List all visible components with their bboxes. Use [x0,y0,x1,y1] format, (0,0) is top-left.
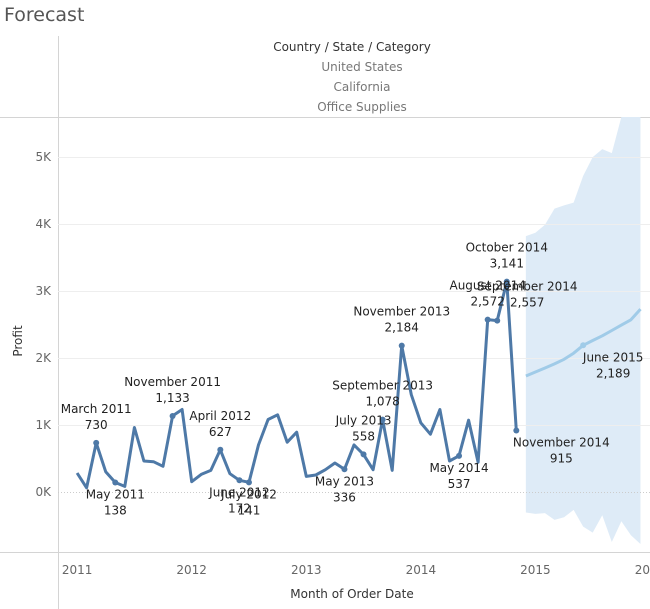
data-point [379,416,386,423]
x-tick-label: 20 [635,563,650,577]
y-tick-label: 0K [35,485,52,499]
data-point [360,451,367,458]
data-point [398,342,405,349]
data-label-value: 2,189 [596,366,630,380]
y-axis-title: Profit [11,325,25,357]
data-point [341,466,348,473]
y-tick-label: 2K [35,351,52,365]
data-point [217,446,224,453]
data-label-value: 141 [238,503,261,517]
forecast-band-layer [525,117,641,544]
data-point [494,317,501,324]
data-label-date: June 2015 [582,350,644,364]
data-label-value: 730 [85,418,108,432]
data-label-value: 2,572 [470,295,504,309]
x-tick-label: 2011 [62,563,93,577]
header-state-value: California [334,80,391,94]
x-tick-label: 2015 [520,563,551,577]
data-label-value: 627 [209,425,232,439]
data-label-value: 336 [333,490,356,504]
x-tick-label: 2012 [176,563,207,577]
header-category-value: Office Supplies [317,100,407,114]
data-label-value: 537 [448,477,471,491]
y-tick-label: 3K [35,284,52,298]
y-tick-label: 1K [35,418,52,432]
x-axis-title: Month of Order Date [290,587,413,601]
data-label-date: August 2014 [449,279,525,293]
data-label-value: 915 [550,452,573,466]
y-axis: 0K 1K 2K 3K 4K 5K [35,150,52,499]
data-label-date: September 2013 [332,379,433,393]
gridline-layer [58,157,650,493]
data-point [580,342,587,349]
data-label-date: October 2014 [466,241,548,255]
data-label-value: 172 [228,501,251,515]
plot-area [58,117,650,544]
data-label-date: May 2014 [429,461,488,475]
y-tick-label: 4K [35,217,52,231]
forecast-prediction-band [525,117,641,544]
data-label-value: 2,184 [385,321,419,335]
data-label-date: May 2011 [86,488,145,502]
data-label-date: March 2011 [61,402,132,416]
header-country-value: United States [321,60,402,74]
data-label-date: November 2014 [513,436,610,450]
data-label-date: November 2011 [124,375,221,389]
chart-frame [0,36,650,609]
chart-title: Forecast [4,4,84,26]
data-label-layer: March 2011 730 May 2011 138 November 2011 1,1… [61,241,644,518]
point-layer [93,278,587,486]
x-axis: 2011 2012 2013 2014 2015 20 [62,563,650,577]
data-point [93,439,100,446]
data-point [236,477,243,484]
data-label-date: November 2013 [353,305,450,319]
data-point [503,278,510,285]
data-point [513,427,520,434]
data-label-value: 138 [104,504,127,518]
data-label-value: 2,557 [510,296,544,310]
data-label-date: June 2012 [208,485,270,499]
data-point [112,479,119,486]
data-label-date: May 2013 [315,474,374,488]
data-label-value: 1,078 [365,395,399,409]
data-label-value: 558 [352,429,375,443]
x-tick-label: 2013 [291,563,322,577]
data-point [245,479,252,486]
data-point [169,412,176,419]
data-label-value: 1,133 [155,391,189,405]
data-label-date: April 2012 [189,409,251,423]
header-field-label: Country / State / Category [273,40,431,54]
column-header: Country / State / Category United States… [273,40,431,114]
data-label-date: September 2014 [477,280,578,294]
data-point [484,316,491,323]
x-tick-label: 2014 [406,563,437,577]
data-label-date: July 2012 [220,487,277,501]
data-point [456,452,463,459]
y-tick-label: 5K [35,150,52,164]
data-label-value: 3,141 [490,257,524,271]
actual-line [75,280,518,490]
data-label-date: July 2013 [335,413,392,427]
